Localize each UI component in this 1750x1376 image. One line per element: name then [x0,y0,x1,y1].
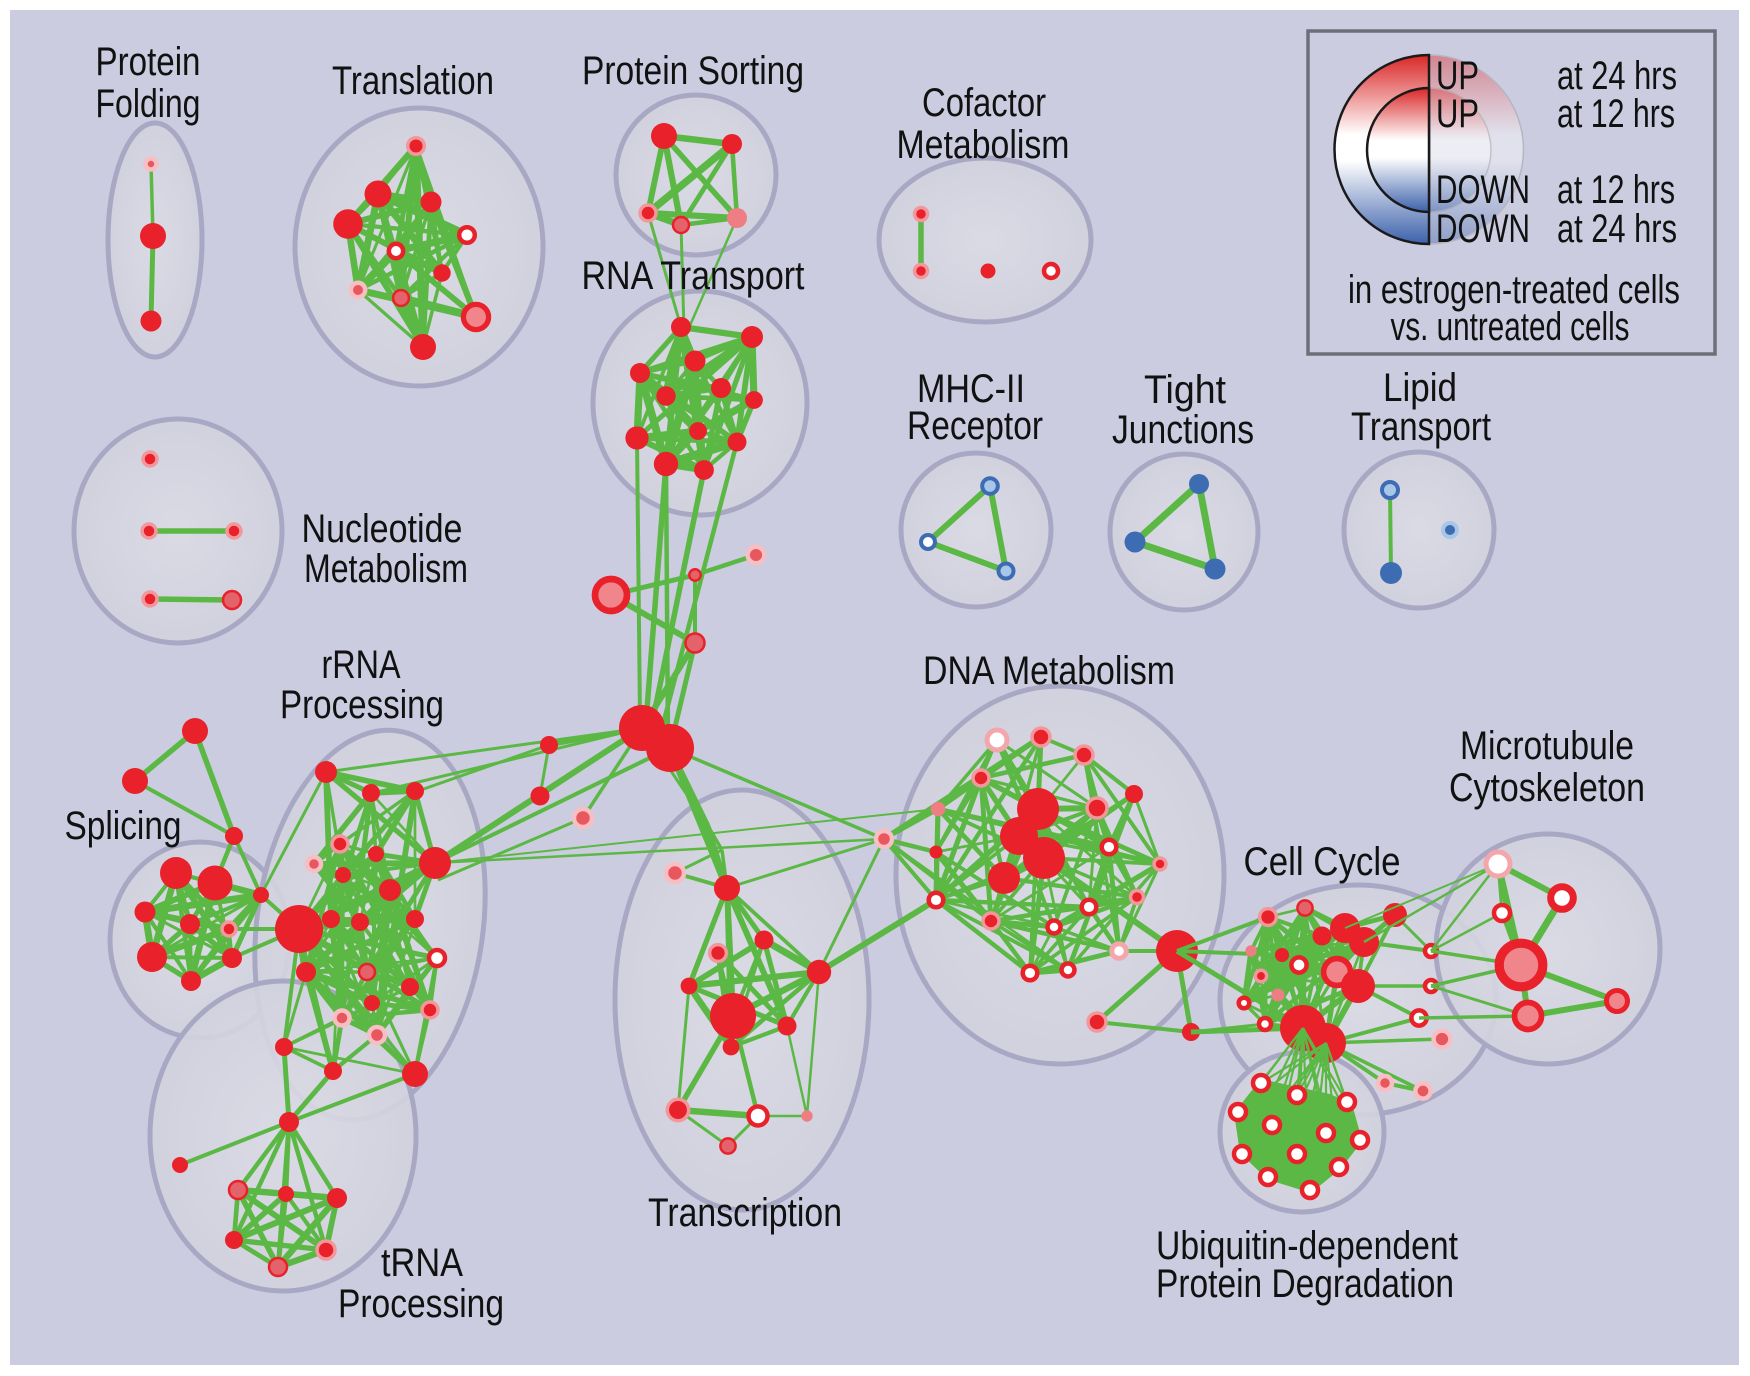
svg-text:RNA Transport: RNA Transport [582,254,805,298]
svg-text:at 12 hrs: at 12 hrs [1557,168,1675,212]
svg-text:Cytoskeleton: Cytoskeleton [1449,766,1645,810]
svg-text:vs. untreated cells: vs. untreated cells [1391,305,1630,349]
svg-text:Protein Degradation: Protein Degradation [1156,1262,1454,1306]
svg-text:Processing: Processing [280,683,444,727]
svg-text:MHC-II: MHC-II [917,367,1025,411]
svg-text:UP: UP [1436,92,1479,136]
svg-text:Folding: Folding [96,82,201,126]
svg-text:DNA Metabolism: DNA Metabolism [923,649,1175,693]
svg-text:at 24 hrs: at 24 hrs [1557,54,1677,98]
svg-text:Transport: Transport [1351,405,1491,449]
svg-text:DOWN: DOWN [1436,168,1530,212]
svg-text:Junctions: Junctions [1112,408,1254,452]
svg-text:at 12 hrs: at 12 hrs [1557,92,1675,136]
svg-text:tRNA: tRNA [381,1241,463,1285]
svg-text:Microtubule: Microtubule [1460,724,1634,768]
svg-text:DOWN: DOWN [1436,207,1530,251]
svg-text:Translation: Translation [332,59,494,103]
svg-text:Cell Cycle: Cell Cycle [1244,840,1401,884]
svg-text:rRNA: rRNA [322,643,401,687]
svg-text:Tight: Tight [1144,368,1226,412]
svg-text:Splicing: Splicing [65,804,182,848]
svg-text:Cofactor: Cofactor [922,81,1046,125]
svg-text:UP: UP [1436,54,1479,98]
svg-text:Metabolism: Metabolism [897,123,1070,167]
svg-text:Processing: Processing [338,1282,504,1326]
svg-text:Transcription: Transcription [648,1191,842,1235]
svg-text:Receptor: Receptor [907,404,1043,448]
svg-text:Protein Sorting: Protein Sorting [582,49,804,93]
svg-text:Metabolism: Metabolism [304,547,468,591]
svg-text:Nucleotide: Nucleotide [302,507,463,551]
svg-text:Ubiquitin-dependent: Ubiquitin-dependent [1156,1224,1458,1268]
svg-text:Protein: Protein [96,40,201,84]
svg-text:at 24 hrs: at 24 hrs [1557,207,1677,251]
svg-text:Lipid: Lipid [1383,366,1457,410]
svg-text:in estrogen-treated cells: in estrogen-treated cells [1348,268,1680,312]
